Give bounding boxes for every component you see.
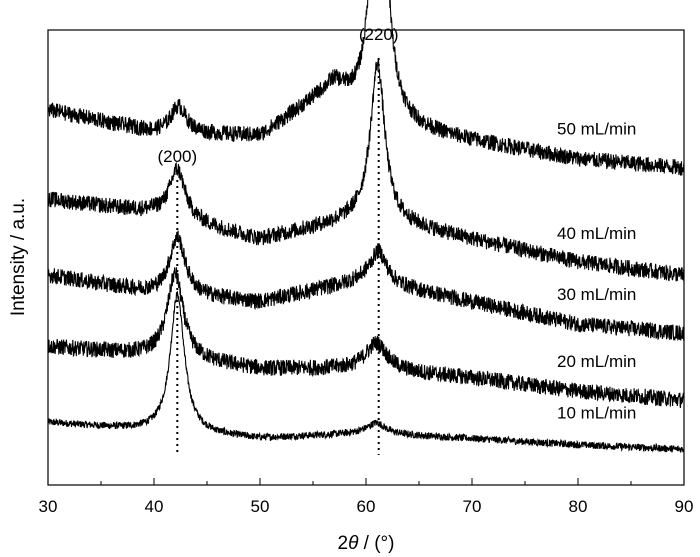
series-labels: 10 mL/min 20 mL/min 30 mL/min 40 mL/min 50 m… bbox=[557, 120, 636, 423]
x-tick-label-30: 30 bbox=[39, 497, 58, 516]
peak-label-2: (220) bbox=[359, 25, 399, 44]
x-axis-ticks: 30 40 50 60 70 80 90 bbox=[39, 478, 694, 516]
series-line-5 bbox=[47, 0, 685, 176]
series-line-4 bbox=[47, 57, 685, 282]
x-tick-label-60: 60 bbox=[357, 497, 376, 516]
series-label-3: 30 mL/min bbox=[557, 285, 636, 304]
series-label-5: 50 mL/min bbox=[557, 120, 636, 139]
x-tick-label-50: 50 bbox=[251, 497, 270, 516]
x-axis-label: 2θ / (°) bbox=[338, 533, 395, 554]
x-tick-label-90: 90 bbox=[675, 497, 694, 516]
x-tick-label-70: 70 bbox=[463, 497, 482, 516]
series-line-3 bbox=[47, 230, 685, 342]
peak-label-1: (200) bbox=[157, 147, 197, 166]
series-traces bbox=[47, 0, 685, 453]
x-tick-label-40: 40 bbox=[145, 497, 164, 516]
y-axis-label: Intensity / a.u. bbox=[8, 198, 29, 316]
series-line-1 bbox=[47, 291, 685, 453]
series-label-4: 40 mL/min bbox=[557, 224, 636, 243]
theta-symbol: θ bbox=[348, 533, 359, 554]
series-line-2 bbox=[47, 267, 685, 408]
series-label-1: 10 mL/min bbox=[557, 404, 636, 423]
x-tick-label-80: 80 bbox=[569, 497, 588, 516]
peak-markers: (200) (220) bbox=[157, 25, 399, 455]
series-label-2: 20 mL/min bbox=[557, 352, 636, 371]
